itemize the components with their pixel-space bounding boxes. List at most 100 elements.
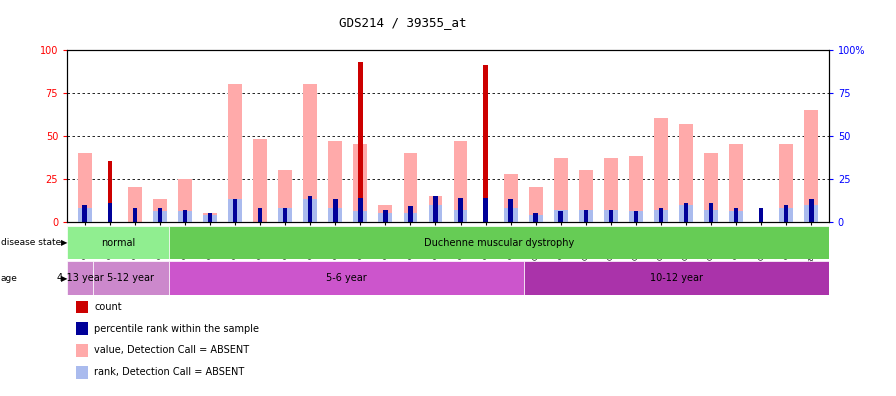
Bar (729, 144, 743, 222)
Bar (684, 203, 688, 222)
Bar (228, 199, 242, 222)
Bar (428, 204, 443, 222)
Bar (333, 199, 338, 222)
Bar (178, 179, 192, 222)
Bar (428, 196, 443, 222)
Bar (533, 213, 538, 222)
Bar (128, 187, 142, 222)
Bar (734, 208, 738, 222)
Bar (133, 208, 137, 222)
Bar (279, 208, 292, 222)
Bar (378, 213, 392, 222)
Bar (453, 141, 468, 222)
Bar (153, 199, 167, 222)
Bar (709, 203, 713, 222)
Bar (353, 144, 367, 222)
Bar (78, 153, 91, 222)
Bar (508, 199, 513, 222)
Text: 5-12 year: 5-12 year (108, 273, 154, 283)
Text: ▶: ▶ (61, 238, 67, 247)
Bar (704, 210, 718, 222)
Text: count: count (94, 302, 122, 312)
Text: percentile rank within the sample: percentile rank within the sample (94, 324, 259, 334)
Bar (679, 124, 693, 222)
Bar (629, 211, 642, 222)
Bar (809, 199, 814, 222)
Bar (729, 211, 743, 222)
Bar (558, 211, 563, 222)
Bar (78, 208, 91, 222)
Bar (579, 170, 592, 222)
Bar (629, 156, 642, 222)
Bar (608, 210, 613, 222)
Bar (254, 139, 267, 222)
Bar (358, 61, 363, 222)
Bar (108, 162, 112, 222)
Bar (659, 208, 663, 222)
Bar (233, 199, 237, 222)
Bar (203, 213, 217, 222)
Text: value, Detection Call = ABSENT: value, Detection Call = ABSENT (94, 345, 249, 356)
Bar (679, 204, 693, 222)
Bar (409, 206, 413, 222)
Bar (82, 204, 87, 222)
Bar (153, 211, 167, 222)
Bar (604, 158, 617, 222)
Bar (328, 208, 342, 222)
Bar (378, 204, 392, 222)
Bar (353, 211, 367, 222)
Bar (283, 208, 288, 222)
Bar (304, 199, 317, 222)
Bar (308, 196, 313, 222)
Bar (529, 215, 543, 222)
Text: disease state: disease state (1, 238, 61, 247)
Bar (483, 65, 487, 222)
Bar (258, 208, 263, 222)
Bar (524, 261, 829, 295)
Bar (554, 158, 568, 222)
Text: age: age (1, 274, 18, 283)
Bar (633, 211, 638, 222)
Text: 10-12 year: 10-12 year (650, 273, 703, 283)
Bar (358, 198, 363, 222)
Bar (604, 210, 617, 222)
Text: GDS214 / 39355_at: GDS214 / 39355_at (340, 16, 467, 29)
Text: normal: normal (101, 238, 135, 248)
Bar (805, 110, 818, 222)
Bar (203, 215, 217, 222)
Bar (529, 187, 543, 222)
Bar (654, 210, 668, 222)
Bar (403, 153, 418, 222)
Bar (583, 210, 588, 222)
Bar (208, 213, 212, 222)
Bar (805, 204, 818, 222)
Bar (483, 198, 487, 222)
Bar (554, 210, 568, 222)
Text: 5-6 year: 5-6 year (326, 273, 366, 283)
Bar (504, 173, 518, 222)
Text: rank, Detection Call = ABSENT: rank, Detection Call = ABSENT (94, 367, 245, 377)
Bar (759, 208, 763, 222)
Bar (228, 84, 242, 222)
Bar (504, 208, 518, 222)
Bar (453, 210, 468, 222)
Bar (158, 208, 162, 222)
Bar (434, 196, 438, 222)
Text: ▶: ▶ (61, 274, 67, 283)
Bar (784, 204, 788, 222)
Bar (168, 226, 829, 259)
Bar (780, 208, 793, 222)
Bar (168, 261, 524, 295)
Bar (704, 153, 718, 222)
Bar (67, 261, 92, 295)
Bar (780, 144, 793, 222)
Bar (403, 213, 418, 222)
Bar (328, 141, 342, 222)
Bar (304, 84, 317, 222)
Bar (92, 261, 168, 295)
Bar (67, 226, 168, 259)
Bar (458, 198, 462, 222)
Bar (178, 211, 192, 222)
Text: 4-13 year: 4-13 year (56, 273, 103, 283)
Bar (183, 210, 187, 222)
